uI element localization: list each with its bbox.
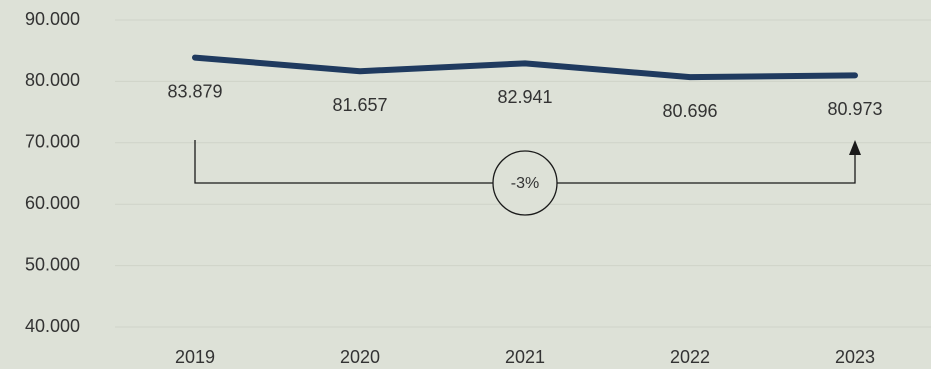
y-tick-label: 40.000 (25, 316, 80, 336)
x-tick-label: 2023 (835, 347, 875, 367)
change-label: -3% (511, 175, 539, 192)
y-axis-tick-labels: 40.000 50.000 60.000 70.000 80.000 90.000 (25, 9, 80, 336)
y-tick-label: 80.000 (25, 70, 80, 90)
y-tick-label: 60.000 (25, 193, 80, 213)
data-label: 81.657 (332, 95, 387, 115)
data-label: 82.941 (497, 87, 552, 107)
x-tick-label: 2020 (340, 347, 380, 367)
y-tick-label: 70.000 (25, 132, 80, 152)
x-tick-label: 2021 (505, 347, 545, 367)
change-circle (492, 150, 558, 216)
data-labels: 83.879 81.657 82.941 80.696 80.973 (167, 81, 882, 121)
change-annotation: -3% (194, 140, 861, 216)
x-axis-tick-labels: 2019 2020 2021 2022 2023 (175, 347, 875, 367)
arrowhead (849, 140, 861, 155)
data-label: 80.973 (827, 99, 882, 119)
y-tick-label: 90.000 (25, 9, 80, 29)
data-label: 80.696 (662, 101, 717, 121)
data-label: 83.879 (167, 81, 222, 101)
x-tick-label: 2019 (175, 347, 215, 367)
x-tick-label: 2022 (670, 347, 710, 367)
y-tick-label: 50.000 (25, 254, 80, 274)
series-line (192, 54, 858, 81)
